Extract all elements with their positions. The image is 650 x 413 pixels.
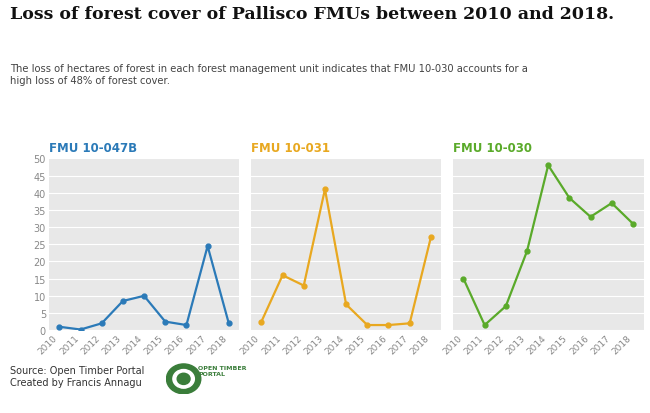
Text: Source: Open Timber Portal
Created by Francis Annagu: Source: Open Timber Portal Created by Fr… — [10, 366, 144, 387]
Text: OPEN TIMBER
PORTAL: OPEN TIMBER PORTAL — [198, 366, 247, 376]
Text: FMU 10-030: FMU 10-030 — [453, 142, 532, 155]
Circle shape — [173, 370, 194, 388]
Text: The loss of hectares of forest in each forest management unit indicates that FMU: The loss of hectares of forest in each f… — [10, 64, 528, 85]
Text: FMU 10-047B: FMU 10-047B — [49, 142, 137, 155]
Text: Loss of forest cover of Pallisco FMUs between 2010 and 2018.: Loss of forest cover of Pallisco FMUs be… — [10, 6, 614, 23]
Circle shape — [177, 373, 190, 385]
Circle shape — [166, 364, 201, 394]
Text: FMU 10-031: FMU 10-031 — [251, 142, 330, 155]
